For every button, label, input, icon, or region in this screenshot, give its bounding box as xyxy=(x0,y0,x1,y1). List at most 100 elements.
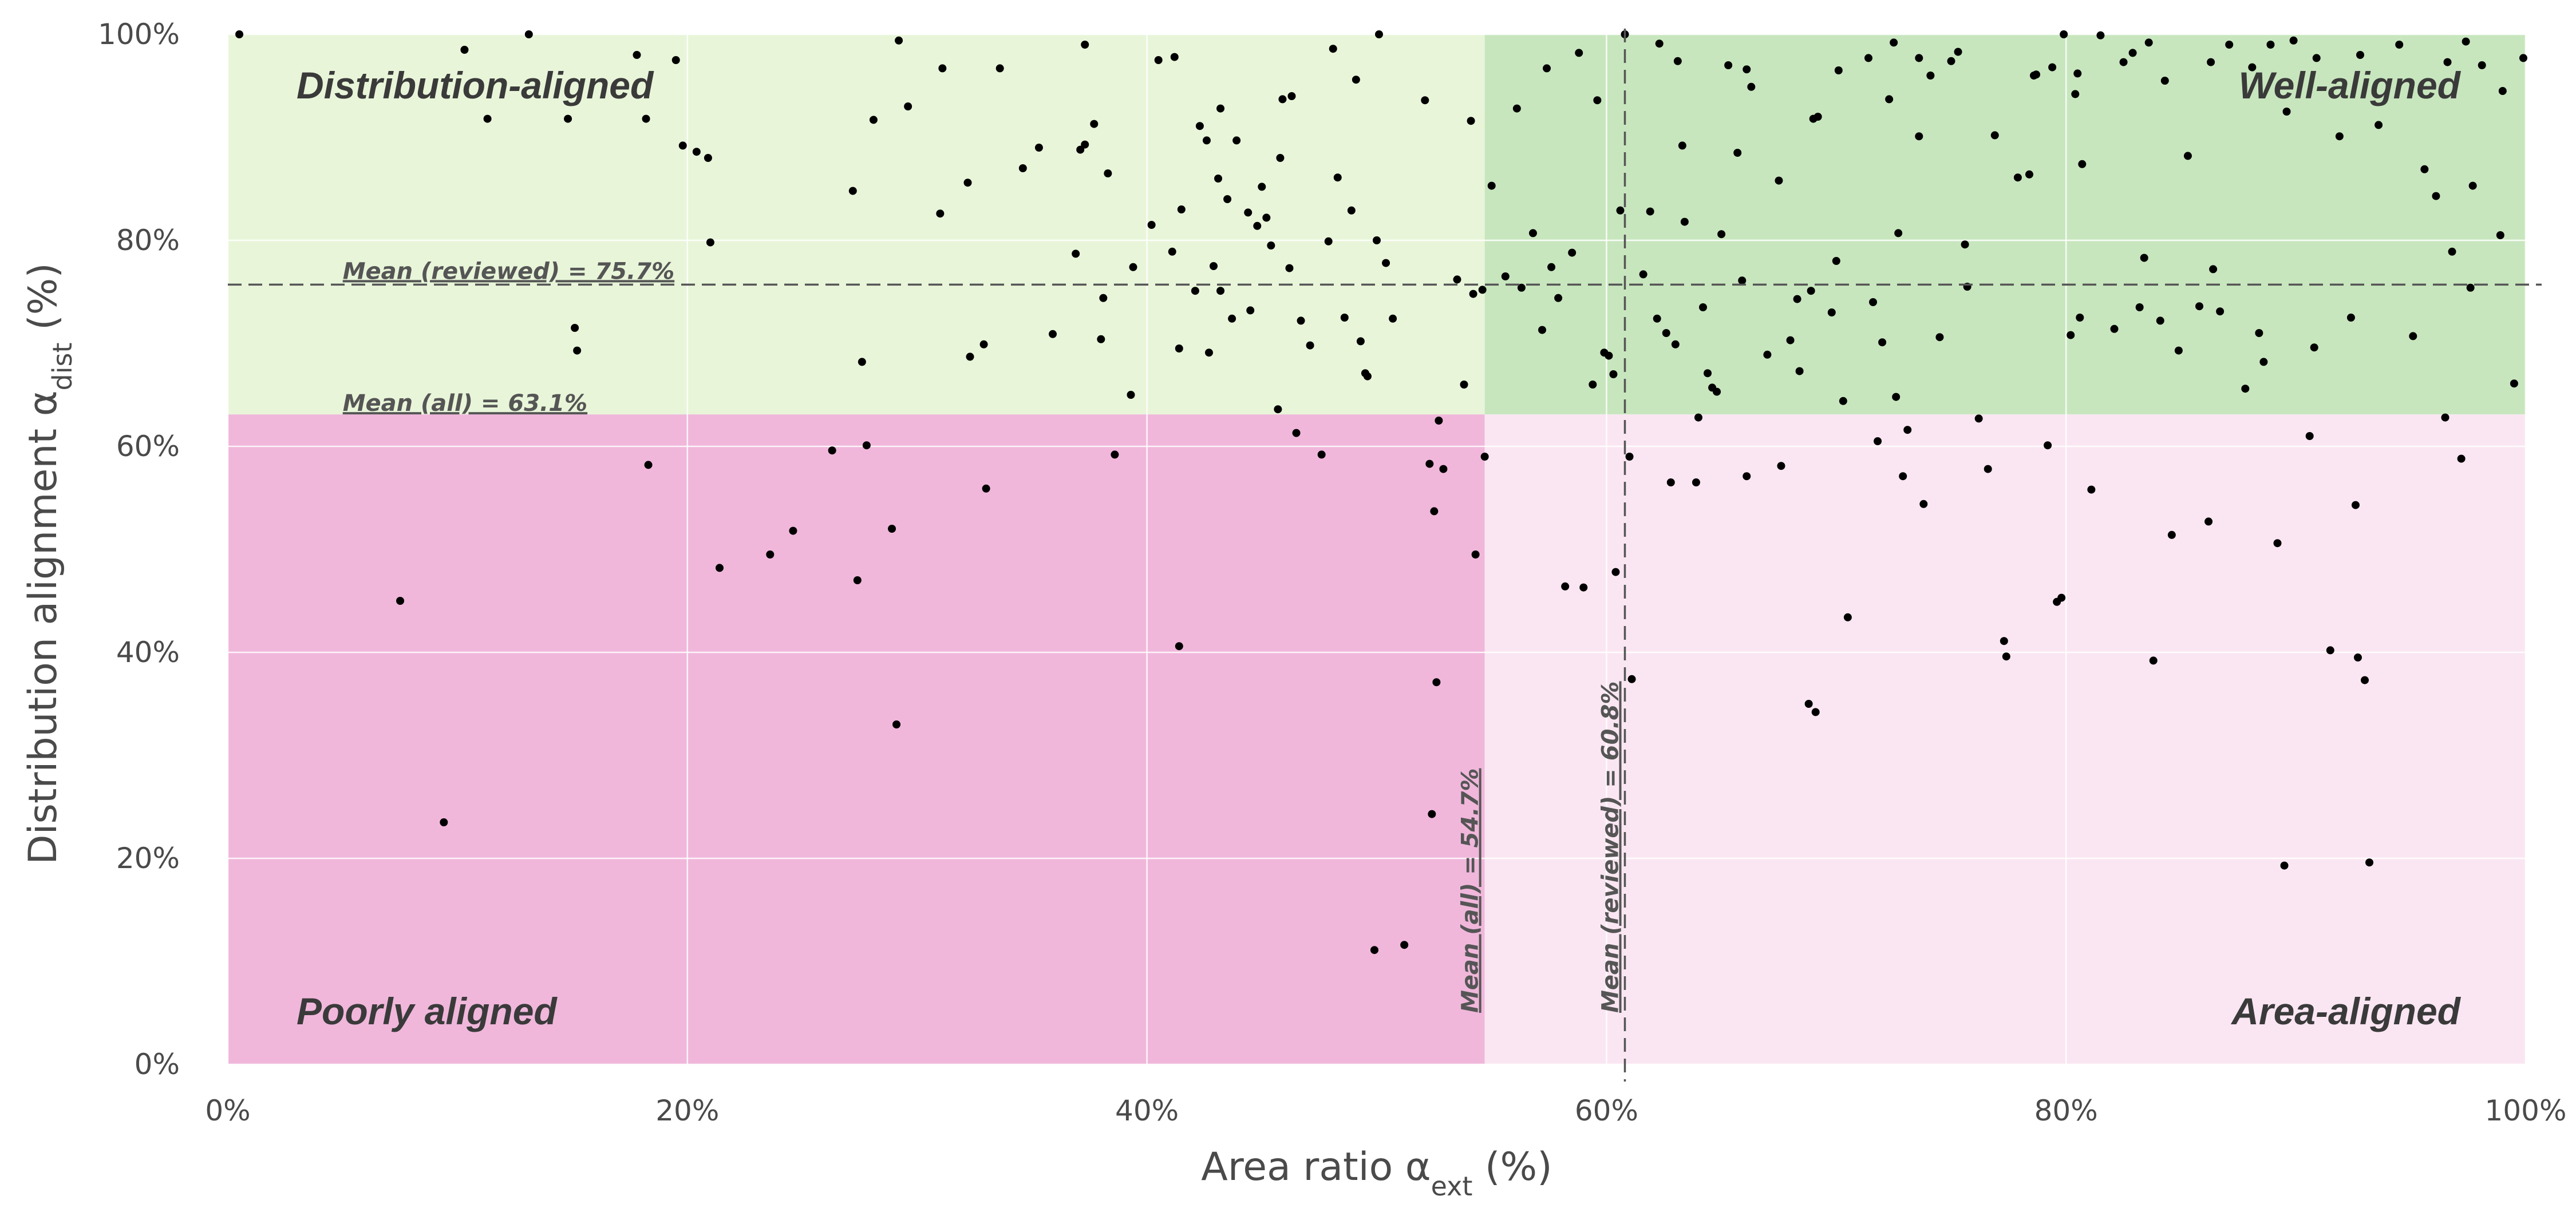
data-point xyxy=(1228,314,1236,323)
data-point xyxy=(1439,465,1448,473)
data-point xyxy=(2510,379,2518,388)
data-point xyxy=(1892,393,1901,401)
data-point xyxy=(2183,152,2192,160)
data-point xyxy=(1680,217,1689,226)
x-axis-title: Area ratio αext (%) xyxy=(1201,1144,1552,1202)
data-point xyxy=(995,64,1004,73)
data-point xyxy=(1400,941,1409,949)
quadrant-well-aligned xyxy=(1484,34,2526,415)
data-point xyxy=(1081,41,1089,49)
data-point xyxy=(1827,308,1836,316)
data-point xyxy=(440,818,448,826)
data-point xyxy=(1763,350,1772,359)
data-point xyxy=(1154,56,1163,64)
data-point xyxy=(869,116,878,124)
data-point xyxy=(1575,49,1583,57)
data-point xyxy=(1170,53,1179,61)
data-point xyxy=(2087,485,2096,494)
data-point xyxy=(2310,343,2318,352)
data-point xyxy=(1097,335,1105,343)
data-point xyxy=(1389,314,1397,323)
data-point xyxy=(692,148,701,156)
data-point xyxy=(1894,229,1903,237)
data-point xyxy=(1352,76,1360,84)
data-point xyxy=(1049,330,1057,338)
data-point xyxy=(1081,140,1089,149)
data-point xyxy=(2351,501,2360,509)
data-point xyxy=(2096,31,2105,39)
data-point xyxy=(2073,69,2082,78)
data-point xyxy=(2241,385,2250,393)
data-points xyxy=(235,30,2527,954)
data-point xyxy=(1961,240,1969,249)
data-point xyxy=(2048,63,2057,72)
data-point xyxy=(1786,336,1795,344)
mean-lines: Mean (reviewed) = 75.7% Mean (all) = 63.1… xyxy=(228,29,2542,1082)
y-tick-label: 60% xyxy=(116,430,180,463)
data-point xyxy=(1915,54,1923,62)
data-point xyxy=(2374,121,2383,129)
data-point xyxy=(1579,583,1588,592)
data-point xyxy=(1653,314,1661,323)
data-point xyxy=(1175,344,1183,352)
data-point xyxy=(2160,77,2169,85)
data-point xyxy=(2013,173,2022,182)
data-point xyxy=(1589,381,1597,389)
data-point xyxy=(2462,37,2470,46)
data-point xyxy=(1832,257,1840,265)
data-point xyxy=(936,209,945,218)
x-tick-label: 80% xyxy=(2034,1094,2098,1127)
data-point xyxy=(1276,154,1285,162)
data-point xyxy=(1646,207,1654,216)
data-point xyxy=(1195,122,1204,130)
data-point xyxy=(2468,181,2477,190)
data-point xyxy=(2216,307,2225,316)
data-point xyxy=(1616,206,1625,215)
data-point xyxy=(2060,30,2068,38)
data-point xyxy=(1568,248,1577,257)
data-point xyxy=(2280,861,2289,870)
quadrant-label-well-aligned: Well-aligned xyxy=(2239,64,2462,106)
data-point xyxy=(2140,254,2148,262)
data-point xyxy=(2144,38,2153,47)
data-point xyxy=(1375,30,1384,38)
data-point xyxy=(2409,332,2417,340)
data-point xyxy=(1974,414,1983,423)
data-point xyxy=(1246,306,1255,315)
data-point xyxy=(1947,57,1955,65)
data-point xyxy=(715,564,724,572)
data-point xyxy=(789,526,797,535)
data-point xyxy=(1285,264,1294,272)
data-point xyxy=(853,576,862,584)
data-point xyxy=(1428,810,1436,818)
data-point xyxy=(1168,247,1176,256)
data-point xyxy=(1274,405,1282,414)
data-point xyxy=(644,461,653,469)
data-point xyxy=(2255,329,2263,337)
data-point xyxy=(766,550,775,559)
data-point xyxy=(642,114,650,123)
data-point xyxy=(1216,104,1225,113)
data-point xyxy=(573,346,582,355)
data-point xyxy=(2335,132,2344,141)
data-point xyxy=(1554,294,1563,302)
x-tick-label: 60% xyxy=(1575,1094,1638,1127)
data-point xyxy=(1775,176,1783,185)
data-point xyxy=(1432,678,1441,687)
data-point xyxy=(888,525,896,533)
data-point xyxy=(1777,462,1785,470)
data-point xyxy=(1373,236,1381,244)
y-tick-label: 80% xyxy=(116,224,180,257)
data-point xyxy=(1262,213,1271,222)
data-point xyxy=(1717,230,1726,239)
data-point xyxy=(2432,192,2440,200)
data-point xyxy=(1733,149,1742,157)
data-point xyxy=(1467,117,1475,125)
data-point xyxy=(2282,108,2291,116)
data-point xyxy=(2356,51,2364,59)
data-point xyxy=(982,484,990,493)
data-point xyxy=(1363,372,1372,381)
quadrant-area-aligned xyxy=(1484,414,2526,1065)
data-point xyxy=(1655,39,1664,48)
